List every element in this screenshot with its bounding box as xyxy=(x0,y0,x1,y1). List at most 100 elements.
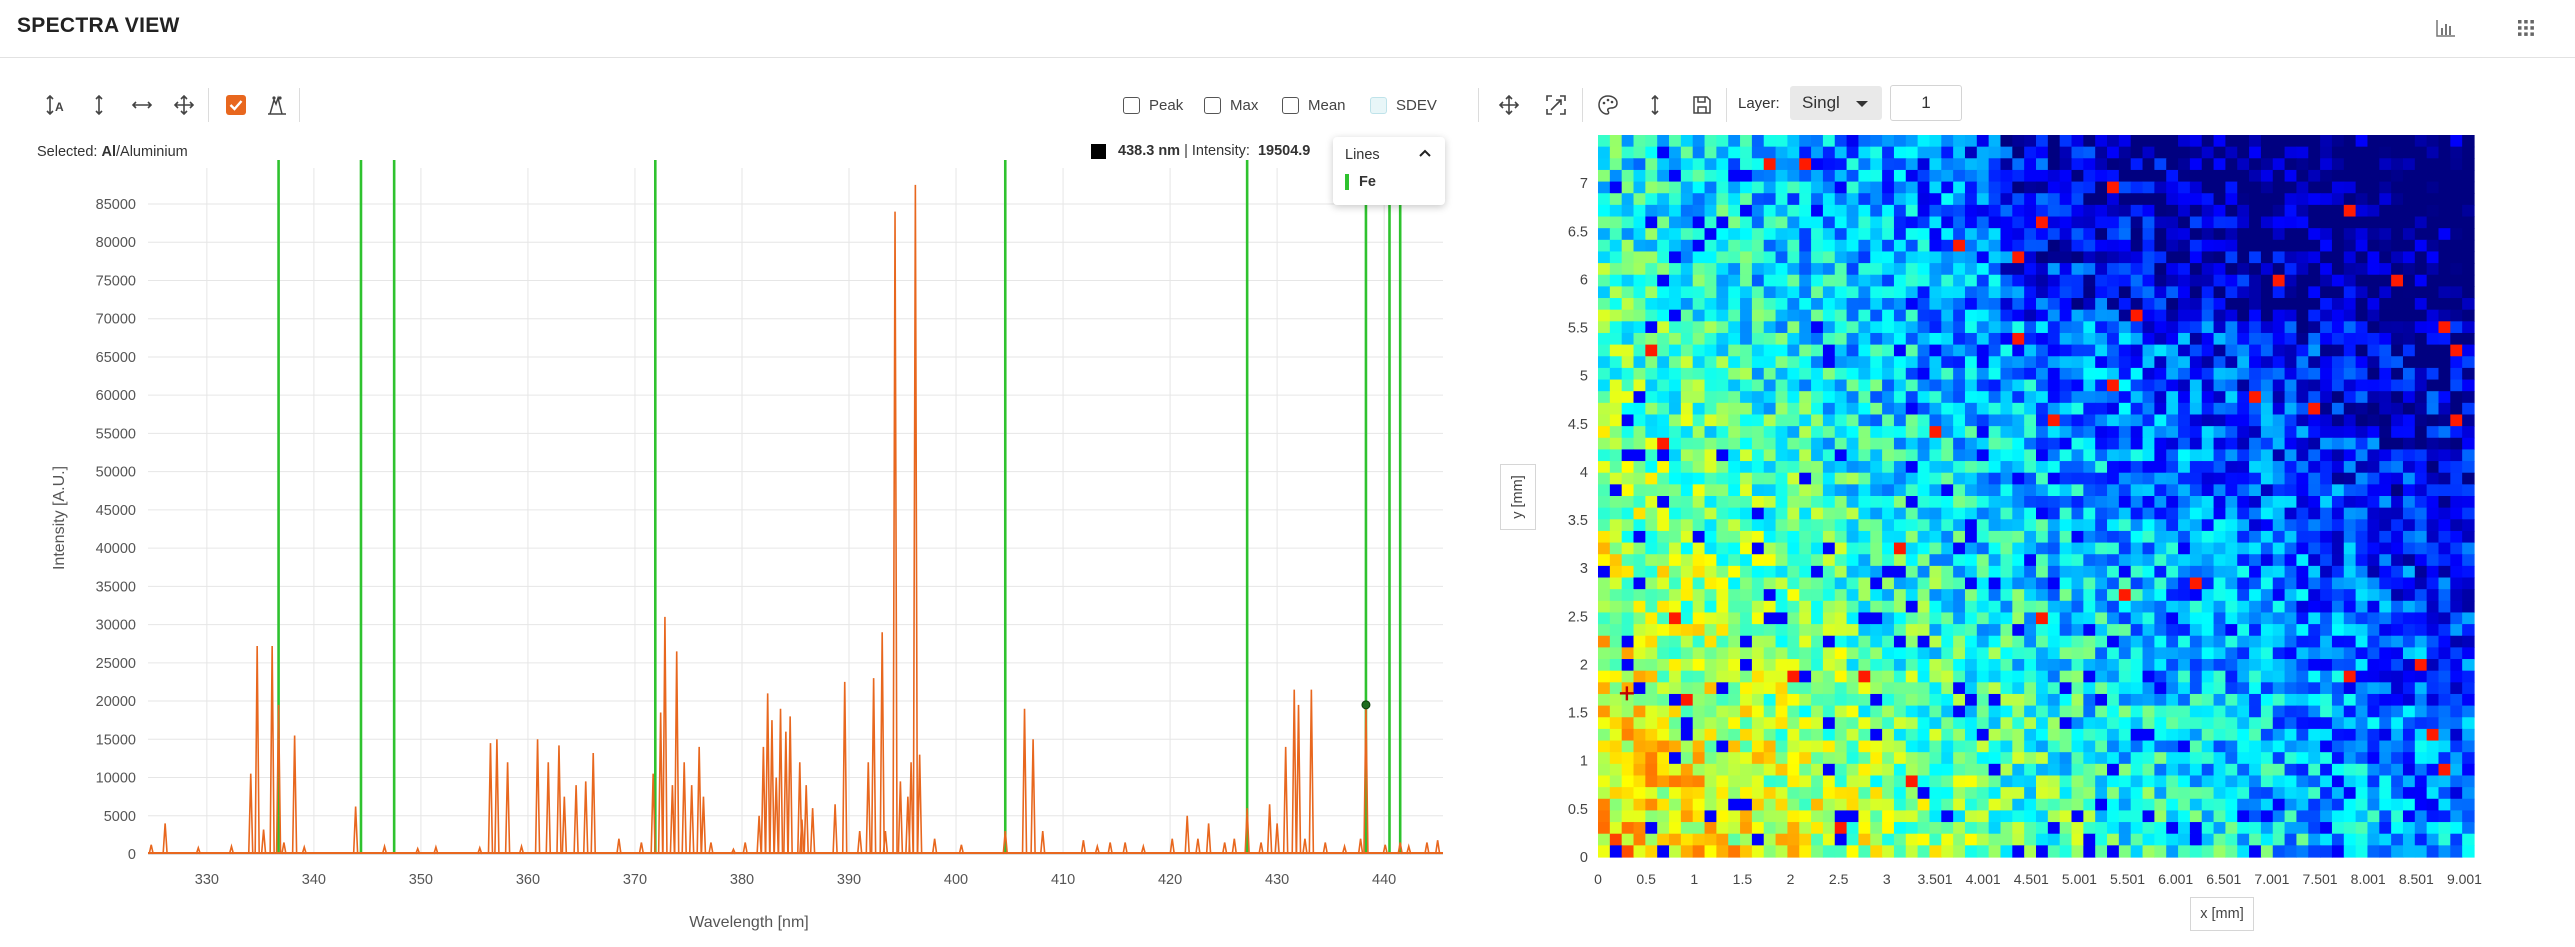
heatmap-cell xyxy=(1917,600,1931,614)
heatmap-cell xyxy=(2024,600,2037,614)
checkbox-box[interactable] xyxy=(1123,96,1140,114)
autoscale-y-button[interactable]: A xyxy=(40,89,72,121)
heatmap-cell xyxy=(2118,356,2132,369)
heatmap-cell xyxy=(1728,193,1741,206)
heatmap-cell xyxy=(1704,845,1717,858)
heatmap-cell xyxy=(1870,263,1883,276)
peak-checkbox[interactable]: Peak xyxy=(1123,93,1183,117)
heatmap-cell xyxy=(1893,530,1907,544)
heatmap-cell xyxy=(1964,193,1978,206)
heatmap-cell xyxy=(1953,635,1966,648)
heatmap-chart[interactable]: 00.511.522.533.544.555.566.57 0 0.5 1 1.5 2 2… xyxy=(1530,130,2560,910)
heatmap-cell xyxy=(1822,647,1836,660)
heatmap-cell xyxy=(1692,717,1706,730)
heatmap-cell xyxy=(2000,752,2013,765)
apps-grid-icon[interactable] xyxy=(2512,14,2540,42)
heatmap-cell xyxy=(1882,833,1895,846)
heatmap-cell xyxy=(2189,169,2203,183)
heatmap-cell xyxy=(2450,740,2463,753)
heatmap-cell xyxy=(1893,332,1907,346)
heatmap-cell xyxy=(1917,484,1931,497)
heatmap-cell xyxy=(1704,146,1717,159)
y-tick-label: 0 xyxy=(128,847,136,863)
heatmap-cell xyxy=(1692,332,1706,346)
checkbox-box[interactable] xyxy=(1282,96,1299,114)
heatmap-cell xyxy=(2024,135,2037,148)
heatmap-cell xyxy=(2036,542,2049,555)
heatmap-cell xyxy=(2189,775,2203,788)
x-tick-label: 7.501 xyxy=(2303,871,2338,887)
heatmap-cell xyxy=(2071,344,2084,357)
x-axis-label-box: x [mm] xyxy=(2190,897,2254,931)
zoom-x-button[interactable] xyxy=(126,89,158,121)
heatmap-cell xyxy=(1893,693,1907,707)
map-palette-button[interactable] xyxy=(1592,89,1624,121)
map-fit-button[interactable] xyxy=(1540,89,1572,121)
heatmap-cell xyxy=(2059,693,2073,707)
map-save-button[interactable] xyxy=(1686,89,1718,121)
heatmap-cell xyxy=(2402,589,2416,602)
heatmap-cell xyxy=(2391,321,2404,334)
show-lines-checkbox[interactable] xyxy=(220,89,252,121)
cursor-marker[interactable] xyxy=(1361,700,1371,710)
heatmap-cell xyxy=(2331,356,2345,369)
heatmap-cell xyxy=(2355,344,2369,357)
heatmap-cell xyxy=(2260,693,2274,707)
layer-number-input[interactable]: 1 xyxy=(1890,85,1962,121)
heatmap-cell xyxy=(1775,414,1789,427)
heatmap-cell xyxy=(1870,367,1883,381)
heatmap-cell xyxy=(1704,461,1717,474)
heatmap-cell xyxy=(2249,344,2262,357)
peak-marker-button[interactable] xyxy=(261,89,293,121)
heatmap-cell xyxy=(1953,414,1966,427)
heatmap-cell xyxy=(1740,251,1753,264)
map-vertical-button[interactable] xyxy=(1639,89,1671,121)
chevron-up-icon[interactable] xyxy=(1415,143,1435,163)
heatmap-cell xyxy=(1799,298,1812,311)
heatmap-cell xyxy=(2462,647,2475,660)
mean-checkbox[interactable]: Mean xyxy=(1282,93,1346,117)
spectrum-chart[interactable]: 0500010000150002000025000300003500040000… xyxy=(0,160,1460,947)
heatmap-cell xyxy=(1751,565,1765,579)
heatmap-cell xyxy=(1775,507,1789,520)
heatmap-cell xyxy=(2178,682,2191,695)
y-tick-label: 65000 xyxy=(96,350,136,366)
heatmap-cell xyxy=(1645,367,1658,381)
heatmap-cell xyxy=(2225,391,2238,404)
checkbox-box[interactable] xyxy=(1370,96,1387,114)
lines-legend-item[interactable]: Fe xyxy=(1345,174,1376,190)
heatmap-cell xyxy=(1740,274,1753,287)
heatmap-cell xyxy=(2189,542,2203,555)
pan-button[interactable] xyxy=(168,89,200,121)
heatmap-cell xyxy=(1976,810,1990,823)
heatmap-cell xyxy=(1846,146,1860,159)
heatmap-cell xyxy=(1893,647,1907,660)
max-checkbox[interactable]: Max xyxy=(1204,93,1258,117)
heatmap-cell xyxy=(2142,740,2155,753)
heatmap-cell xyxy=(2059,635,2073,648)
heatmap-cell xyxy=(1763,705,1777,718)
map-move-button[interactable] xyxy=(1493,89,1525,121)
bar-chart-icon[interactable] xyxy=(2432,14,2460,42)
heatmap-cell xyxy=(2249,309,2262,322)
heatmap-cell xyxy=(1941,414,1954,427)
heatmap-cell xyxy=(1692,845,1706,858)
heatmap-cell xyxy=(1976,833,1990,846)
layer-mode-select[interactable]: Singl xyxy=(1790,86,1882,120)
map-cursor-crosshair[interactable] xyxy=(1619,686,1634,701)
heatmap-cell xyxy=(2012,379,2025,392)
heatmap-cell xyxy=(1704,763,1717,777)
heatmap-cell xyxy=(1621,728,1635,742)
heatmap-cell xyxy=(1751,833,1765,846)
heatmap-cell xyxy=(2059,158,2073,171)
x-tick-label: 1 xyxy=(1690,871,1698,887)
zoom-y-button[interactable] xyxy=(83,89,115,121)
heatmap-cell xyxy=(2095,449,2108,462)
heatmap-cell xyxy=(2024,356,2037,369)
heatmap-cell xyxy=(1598,775,1611,788)
heatmap-cell xyxy=(2071,332,2084,346)
heatmap-cell xyxy=(1822,728,1836,742)
sdev-checkbox[interactable]: SDEV xyxy=(1370,93,1437,117)
checkbox-box[interactable] xyxy=(1204,96,1221,114)
heatmap-cell xyxy=(2249,193,2262,206)
